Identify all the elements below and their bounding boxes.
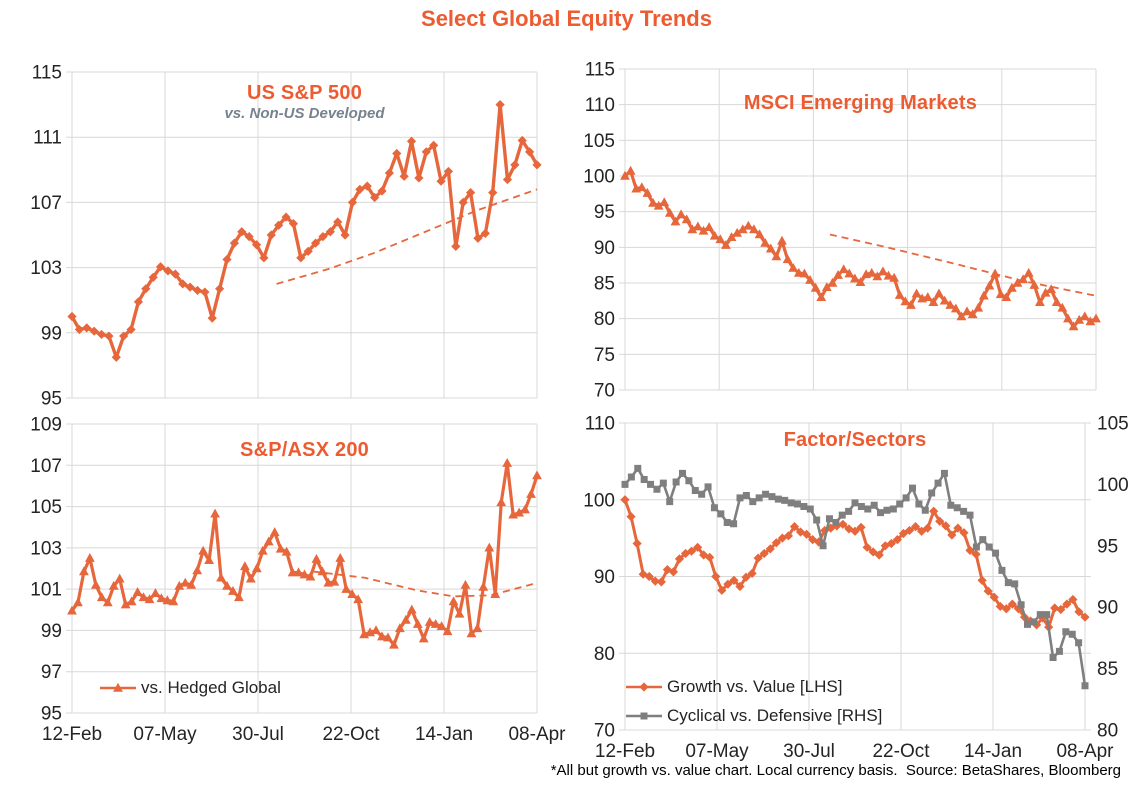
y-axis-tick-label: 85	[594, 274, 615, 295]
y-axis-tick-label: 103	[30, 258, 62, 279]
y-axis-tick-label: 110	[585, 95, 615, 116]
y-axis-tick-label: 99	[41, 621, 62, 642]
footer-note: *All but growth vs. value chart. Local c…	[550, 762, 1121, 779]
chart-title-us-sp500: US S&P 500	[246, 82, 363, 104]
x-axis-tick-label: 08-Apr	[508, 724, 566, 745]
y-axis-tick-label: 99	[41, 323, 62, 344]
x-axis-tick-label: 22-Oct	[322, 724, 380, 745]
series-line-msci-em-0	[623, 169, 1098, 329]
x-axis-tick-label: 07-May	[685, 741, 749, 762]
legend-item-hedged-global: vs. Hedged Global	[100, 678, 281, 698]
y-axis-tick-label: 70	[594, 381, 615, 402]
legend-swatch-graphic	[100, 682, 136, 692]
x-axis-tick-label: 30-Jul	[232, 724, 284, 745]
y-axis-right-tick-label: 105	[1097, 414, 1129, 435]
series-markers-factor-sectors-0	[620, 495, 1090, 632]
line-diamond-marker-icon	[626, 680, 662, 694]
y-axis-right-tick-label: 90	[1097, 598, 1118, 619]
y-axis-right-tick-label: 80	[1097, 721, 1118, 742]
y-axis-tick-label: 105	[30, 497, 62, 518]
chart-title-factor-sectors: Factor/Sectors	[783, 429, 927, 451]
y-axis-tick-label: 95	[594, 202, 615, 223]
legend-swatch-graphic	[626, 712, 662, 720]
y-axis-tick-label: 105	[583, 131, 615, 152]
line-square-marker-icon	[626, 709, 662, 723]
y-axis-tick-label: 100	[583, 490, 615, 511]
y-axis-tick-label: 111	[33, 128, 62, 149]
legend-asx200: vs. Hedged Global	[100, 678, 281, 698]
legend-item-cyclical-vs-defensive: Cyclical vs. Defensive [RHS]	[626, 706, 882, 726]
series-line-us-sp500-0	[70, 102, 539, 359]
y-axis-tick-label: 97	[41, 662, 62, 683]
y-axis-tick-label: 100	[583, 167, 615, 188]
legend-item-growth-vs-value: Growth vs. Value [LHS]	[626, 677, 882, 697]
legend-swatch-graphic	[626, 682, 662, 692]
trendline-dashed	[313, 570, 538, 598]
y-axis-tick-label: 80	[594, 644, 615, 665]
x-axis-tick-label: 07-May	[133, 724, 197, 745]
y-axis-right-tick-label: 95	[1097, 536, 1118, 557]
y-axis-tick-label: 75	[594, 345, 615, 366]
page-title: Select Global Equity Trends	[421, 6, 712, 31]
x-axis-tick-label: 30-Jul	[783, 741, 835, 762]
x-axis-tick-label: 14-Jan	[415, 724, 473, 745]
x-axis-tick-label: 12-Feb	[595, 741, 655, 762]
trendline-dashed	[276, 188, 538, 285]
series-line-sp-asx-200-0	[70, 461, 539, 647]
legend-label: Growth vs. Value [LHS]	[667, 677, 843, 696]
y-axis-tick-label: 90	[594, 567, 615, 588]
y-axis-tick-label: 101	[30, 580, 62, 601]
y-axis-tick-label: 109	[30, 415, 62, 436]
y-axis-tick-label: 110	[585, 414, 615, 435]
y-axis-tick-label: 95	[41, 704, 62, 725]
x-axis-tick-label: 08-Apr	[1056, 741, 1114, 762]
y-axis-right-tick-label: 85	[1097, 659, 1118, 680]
y-axis-tick-label: 115	[32, 63, 62, 84]
y-axis-tick-label: 90	[594, 238, 615, 259]
y-axis-right-tick-label: 100	[1097, 475, 1129, 496]
legend-label: Cyclical vs. Defensive [RHS]	[667, 706, 883, 725]
x-axis-tick-label: 22-Oct	[872, 741, 930, 762]
chart-title-msci-em: MSCI Emerging Markets	[743, 92, 978, 114]
trendline-dashed	[829, 233, 1097, 297]
x-axis-tick-label: 12-Feb	[42, 724, 102, 745]
chart-title-asx200: S&P/ASX 200	[240, 439, 369, 461]
y-axis-tick-label: 103	[30, 538, 62, 559]
y-axis-tick-label: 95	[41, 389, 62, 410]
series-markers-msci-em-0	[620, 165, 1101, 331]
y-axis-tick-label: 70	[594, 721, 615, 742]
series-markers-factor-sectors-1	[621, 464, 1089, 690]
legend-factor-sectors: Growth vs. Value [LHS] Cyclical vs. Defe…	[626, 677, 882, 726]
x-axis-tick-label: 14-Jan	[964, 741, 1022, 762]
y-axis-tick-label: 107	[30, 456, 62, 477]
line-triangle-marker-icon	[100, 681, 136, 695]
series-markers-us-sp500-0	[67, 100, 542, 362]
legend-label: vs. Hedged Global	[141, 678, 281, 697]
chart-subtitle-us-sp500: vs. Non-US Developed	[224, 105, 385, 122]
y-axis-tick-label: 115	[585, 60, 615, 81]
y-axis-tick-label: 80	[594, 309, 615, 330]
y-axis-tick-label: 107	[30, 193, 62, 214]
